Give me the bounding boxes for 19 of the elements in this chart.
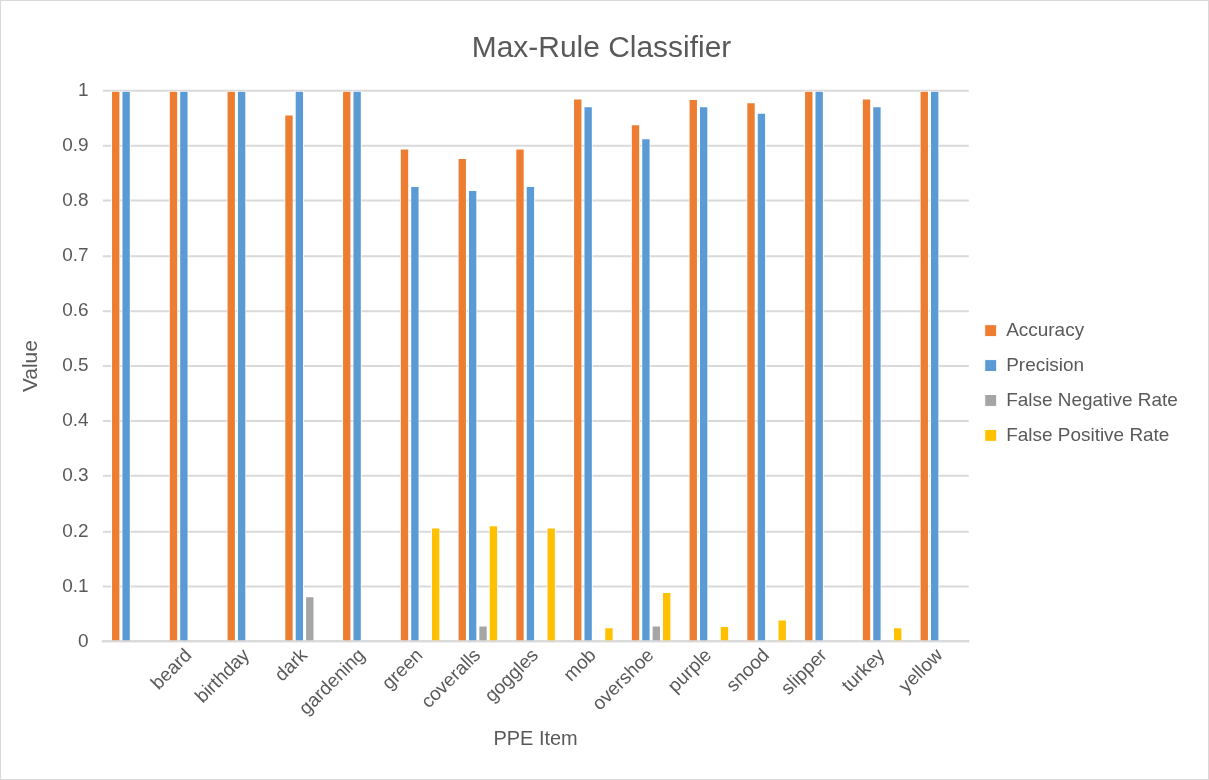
legend-label: Precision [1006,353,1085,375]
y-tick-label: 0.3 [62,464,89,486]
chart-title: Max-Rule Classifier [471,30,732,64]
y-tick-label: 0.7 [62,244,89,266]
y-tick-label: 0 [77,629,89,651]
y-tick-label: 0.5 [62,354,89,376]
y-tick-label: 0.2 [62,519,89,541]
y-tick-label: 0.1 [62,574,89,596]
y-tick-label: 0.4 [62,409,89,431]
legend-label: False Positive Rate [1006,423,1170,445]
y-tick-label: 0.6 [62,299,89,321]
y-tick-label: 0.9 [62,134,89,156]
x-tick-label: mob [558,644,600,686]
legend-label: False Negative Rate [1006,388,1178,410]
y-tick-label: 1 [77,79,89,100]
y-tick-label: 0.8 [62,189,89,211]
x-axis-title: PPE Item [493,726,578,749]
y-axis-title: Value [18,340,42,393]
legend-label: Accuracy [1006,318,1085,340]
